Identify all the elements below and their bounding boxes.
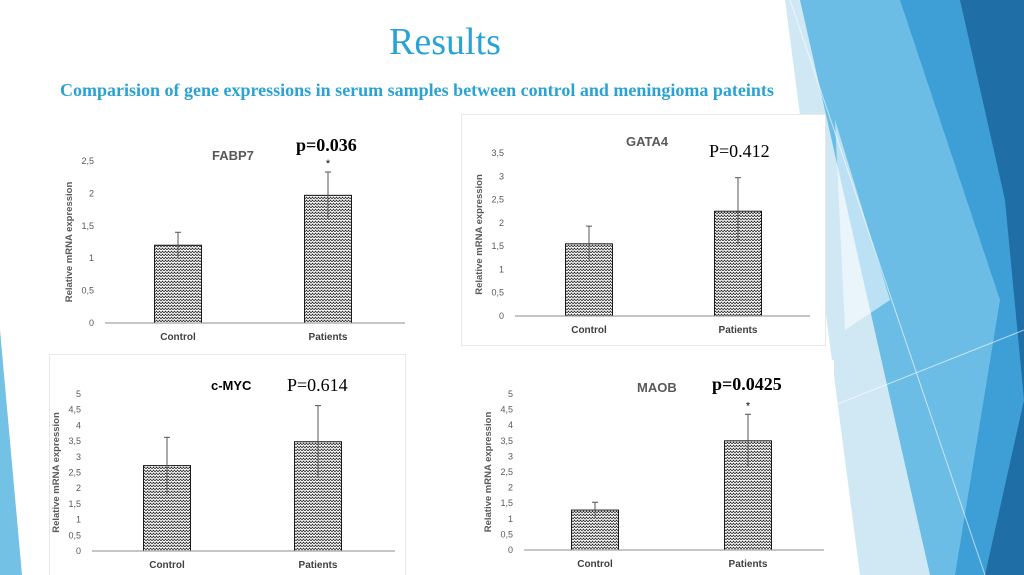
deco-line-2 xyxy=(834,329,1024,406)
y-axis-label: Relative mRNA expression xyxy=(64,182,75,303)
x-category-label: Patients xyxy=(729,559,768,570)
bar-chart-cmyc: 0 0,5 1 1,5 2 2,5 3 3,5 4 4,5 5 Relative mRNA expre… xyxy=(51,389,395,571)
y-tick-label: 0,5 xyxy=(491,288,504,298)
p-value-fabp7: p=0.036 xyxy=(296,135,357,155)
x-category-label: Patients xyxy=(719,325,758,336)
chart-panel-fabp7: FABP7 p=0.036 0 0,5 1 1,5 2 2,5 Relative mRNA … xyxy=(50,130,405,347)
x-category-label: Control xyxy=(571,325,607,336)
y-tick-label: 2 xyxy=(89,188,94,198)
chart-title-fabp7: FABP7 xyxy=(212,148,254,163)
y-tick-label: 5 xyxy=(76,389,81,399)
x-category-label: Control xyxy=(149,560,185,571)
bar-patients xyxy=(724,440,772,551)
y-tick-label: 0,5 xyxy=(81,286,94,296)
chart-title-maob: MAOB xyxy=(637,380,677,395)
chart-panel-cmyc: c-MYC P=0.614 0 0,5 1 1,5 2 2,5 3 3,5 4 4,5 5 Relat… xyxy=(49,354,406,575)
deco-line-1 xyxy=(789,0,986,575)
chart-panel-gata4: GATA4 P=0.412 0 0,5 1 1,5 2 2,5 3 3,5 Relative m… xyxy=(461,114,826,346)
y-tick-label: 2,5 xyxy=(491,195,504,205)
y-tick-label: 1,5 xyxy=(68,499,81,509)
y-tick-label: 3,5 xyxy=(68,436,81,446)
y-tick-label: 4 xyxy=(508,420,513,430)
p-value-maob: p=0.0425 xyxy=(712,374,782,394)
y-tick-label: 4,5 xyxy=(68,405,81,415)
bar-control xyxy=(154,244,202,324)
y-tick-label: 1 xyxy=(89,253,94,263)
y-axis-label: Relative mRNA expression xyxy=(474,174,485,295)
y-tick-label: 1 xyxy=(508,514,513,524)
bar-chart-maob: 0 0,5 1 1,5 2 2,5 3 3,5 4 4,5 5 Relative mRNA expre… xyxy=(483,389,824,570)
chart-panel-maob: MAOB p=0.0425 0 0,5 1 1,5 2 2,5 3 3,5 4 4,5 5 Relat… xyxy=(462,360,834,575)
y-tick-label: 5 xyxy=(508,389,513,399)
y-tick-label: 3,5 xyxy=(491,148,504,158)
x-category-label: Control xyxy=(160,332,196,343)
y-tick-label: 2 xyxy=(499,218,504,228)
x-category-label: Patients xyxy=(309,332,348,343)
y-tick-label: 1,5 xyxy=(500,498,513,508)
y-axis-label: Relative mRNA expression xyxy=(51,412,62,533)
bar-chart-gata4: 0 0,5 1 1,5 2 2,5 3 3,5 Relative mRNA expression… xyxy=(474,148,810,336)
y-tick-label: 3 xyxy=(508,451,513,461)
y-tick-label: 3,5 xyxy=(500,436,513,446)
y-tick-label: 1 xyxy=(76,515,81,525)
significance-marker: * xyxy=(326,158,331,170)
p-value-cmyc: P=0.614 xyxy=(287,375,348,395)
p-value-gata4: P=0.412 xyxy=(709,141,770,161)
y-tick-label: 0,5 xyxy=(500,529,513,539)
y-tick-label: 2,5 xyxy=(68,468,81,478)
y-tick-label: 3 xyxy=(499,171,504,181)
deco-facet-dark xyxy=(960,0,1024,575)
y-tick-label: 2 xyxy=(508,483,513,493)
y-axis-label: Relative mRNA expression xyxy=(483,412,494,533)
y-tick-label: 3 xyxy=(76,452,81,462)
bar-chart-fabp7: 0 0,5 1 1,5 2 2,5 Relative mRNA expression Cont… xyxy=(64,156,405,343)
x-category-label: Control xyxy=(577,559,613,570)
y-tick-label: 2,5 xyxy=(500,467,513,477)
y-tick-label: 0 xyxy=(89,318,94,328)
y-tick-label: 4,5 xyxy=(500,405,513,415)
significance-marker: * xyxy=(746,400,751,412)
y-tick-label: 1,5 xyxy=(491,241,504,251)
deco-left-corner xyxy=(0,330,22,575)
y-tick-label: 4 xyxy=(76,420,81,430)
chart-title-cmyc: c-MYC xyxy=(211,378,252,393)
y-tick-label: 0 xyxy=(76,546,81,556)
y-tick-label: 0 xyxy=(499,311,504,321)
slide-subtitle: Comparision of gene expressions in serum… xyxy=(60,80,774,100)
y-tick-label: 2,5 xyxy=(81,156,94,166)
x-category-label: Patients xyxy=(299,560,338,571)
slide-title: Results xyxy=(389,21,501,63)
y-tick-label: 1,5 xyxy=(81,221,94,231)
y-tick-label: 2 xyxy=(76,483,81,493)
y-tick-label: 1 xyxy=(499,264,504,274)
y-tick-label: 0 xyxy=(508,545,513,555)
y-tick-label: 0,5 xyxy=(68,530,81,540)
chart-title-gata4: GATA4 xyxy=(626,134,669,149)
